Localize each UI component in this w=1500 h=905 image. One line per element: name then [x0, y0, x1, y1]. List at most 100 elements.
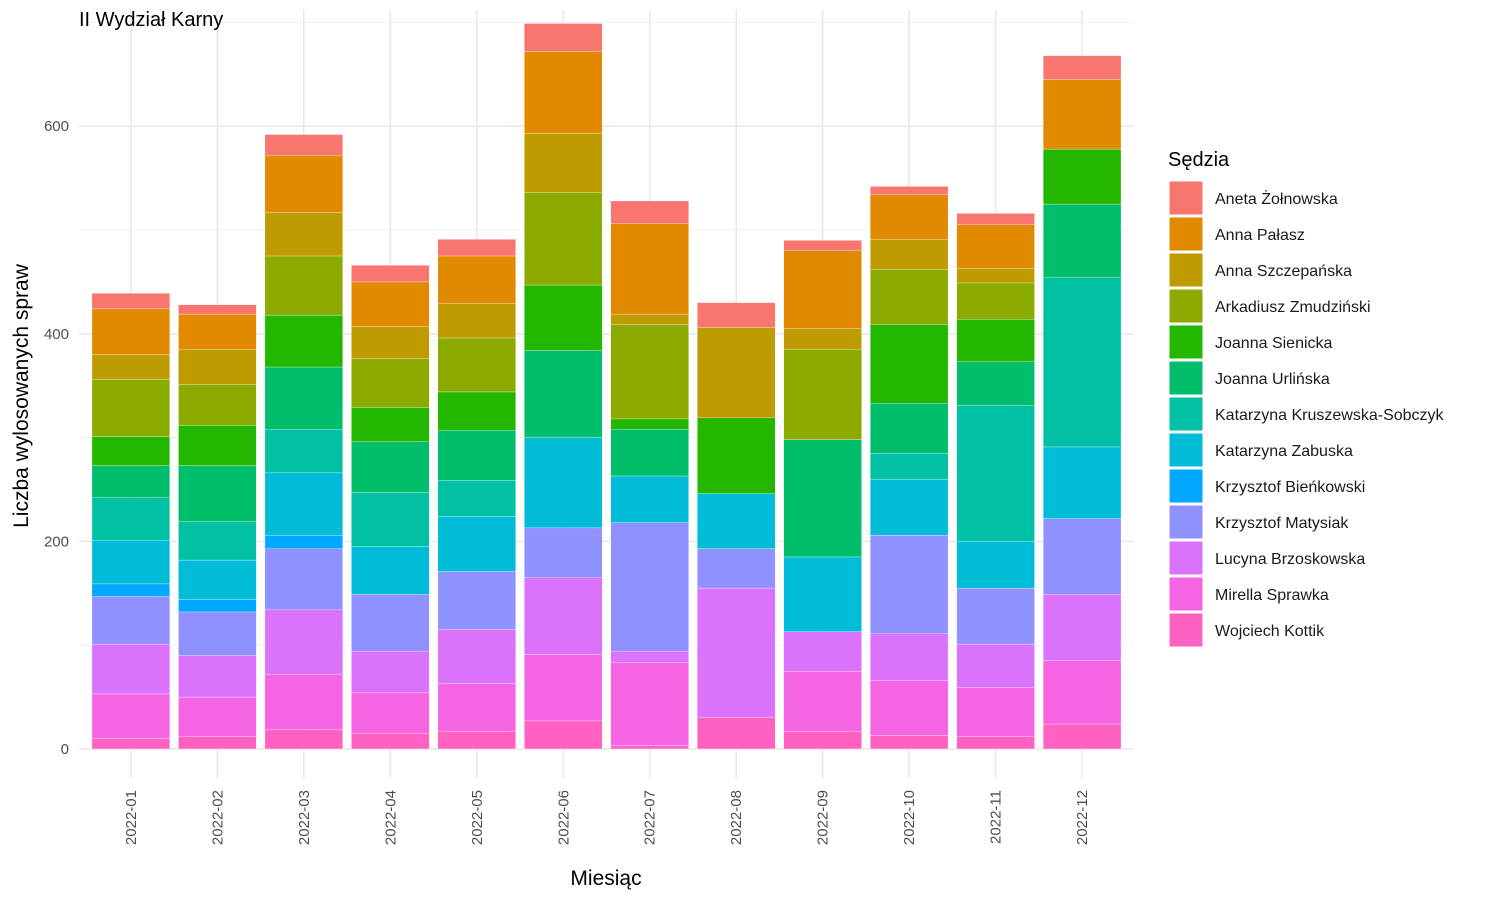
bar-segment: [178, 559, 257, 600]
bar-segment: [1043, 723, 1122, 750]
bar-segment: [351, 326, 430, 359]
legend-label: Mirella Sprawka: [1215, 587, 1329, 604]
bar-segment: [610, 745, 689, 750]
legend-label: Krzysztof Matysiak: [1215, 515, 1349, 532]
y-tick-label: 200: [44, 533, 69, 550]
bar-segment: [351, 692, 430, 734]
bar-segment: [437, 430, 516, 481]
bar-segment: [178, 304, 257, 315]
bar-segment: [437, 479, 516, 517]
legend-label: Joanna Sienicka: [1215, 335, 1333, 352]
bar-segment: [351, 492, 430, 547]
bar-segment: [264, 534, 343, 549]
bar-segment: [524, 350, 603, 438]
bar-segment: [437, 239, 516, 257]
bar-segment: [697, 717, 776, 750]
x-tick-label: 2022-06: [555, 790, 572, 845]
bar-segment: [870, 194, 949, 240]
bar-segment: [610, 651, 689, 663]
bar-segment: [1043, 277, 1122, 448]
bar-segment: [351, 441, 430, 493]
bar-segment: [956, 213, 1035, 225]
bar-segment: [437, 629, 516, 684]
bar-segment: [1043, 148, 1122, 205]
bar-segment: [783, 439, 862, 558]
bar-segment: [610, 418, 689, 430]
bar-segment: [91, 643, 170, 695]
bar-segment: [697, 327, 776, 419]
bar-segment: [351, 546, 430, 595]
bar-segment: [91, 596, 170, 645]
bar-segment: [870, 239, 949, 270]
y-tick-label: 600: [44, 118, 69, 135]
bar-segment: [351, 651, 430, 694]
legend-key: [1168, 576, 1204, 612]
bar-segment: [264, 609, 343, 675]
bar-segment: [870, 269, 949, 325]
legend-key: [1168, 468, 1204, 504]
bar-segment: [610, 522, 689, 652]
bar-segment: [1043, 203, 1122, 278]
y-axis: 0 200 400 600: [44, 118, 69, 758]
legend-key: [1168, 432, 1204, 468]
bar-segment: [91, 583, 170, 597]
x-tick-label: 2022-05: [469, 790, 486, 845]
bar-segment: [91, 293, 170, 310]
bar-segment: [870, 680, 949, 736]
legend-label: Aneta Żołnowska: [1215, 189, 1338, 208]
bar-segment: [178, 384, 257, 426]
bar-segment: [870, 324, 949, 404]
bar-segment: [697, 417, 776, 494]
y-tick-label: 400: [44, 326, 69, 343]
bar-segment: [610, 429, 689, 477]
x-tick-label: 2022-02: [209, 790, 226, 845]
bar-segment: [610, 662, 689, 746]
bar-segment: [610, 223, 689, 315]
legend-key: [1168, 540, 1204, 576]
bar-segment: [91, 354, 170, 380]
bar-segment: [783, 240, 862, 251]
bar-segment: [351, 358, 430, 408]
legend-key: [1168, 360, 1204, 396]
bar-segment: [178, 736, 257, 750]
x-tick-label: 2022-10: [901, 790, 918, 845]
bar-segment: [91, 738, 170, 750]
bar-segment: [178, 465, 257, 522]
bar-segment: [1043, 446, 1122, 519]
bar-segment: [956, 687, 1035, 737]
bar-segment: [956, 643, 1035, 688]
bar-segment: [1043, 518, 1122, 595]
bar-segment: [956, 405, 1035, 542]
bar-segment: [697, 493, 776, 549]
x-axis: 2022-01 2022-02 2022-03 2022-04 2022-05 2022-…: [123, 790, 1091, 845]
bar-segment: [610, 324, 689, 420]
bar-segment: [956, 736, 1035, 750]
bar-segment: [351, 407, 430, 442]
legend: Sędzia Aneta Żołnowska Anna Pałasz Anna Sz…: [1168, 149, 1445, 648]
legend-label: Wojciech Kottik: [1215, 623, 1325, 640]
bar-segment: [956, 361, 1035, 406]
x-tick-label: 2022-04: [382, 790, 399, 845]
bar-segment: [264, 548, 343, 611]
bar-segment: [610, 200, 689, 224]
legend-key: [1168, 612, 1204, 648]
legend-label: Krzysztof Bieńkowski: [1215, 479, 1365, 496]
bars: [91, 23, 1122, 750]
bar-segment: [91, 497, 170, 541]
legend-key: [1168, 504, 1204, 540]
bar-segment: [91, 693, 170, 739]
bar-segment: [524, 654, 603, 722]
bar-segment: [870, 735, 949, 750]
x-tick-label: 2022-12: [1074, 790, 1091, 845]
x-tick-label: 2022-09: [815, 790, 832, 845]
bar-segment: [524, 577, 603, 655]
bar-segment: [524, 437, 603, 529]
legend-key: [1168, 180, 1204, 216]
legend-key: [1168, 216, 1204, 252]
legend-key: [1168, 396, 1204, 432]
bar-segment: [697, 302, 776, 328]
bar-segment: [264, 366, 343, 430]
legend-label: Joanna Urlińska: [1215, 371, 1330, 388]
